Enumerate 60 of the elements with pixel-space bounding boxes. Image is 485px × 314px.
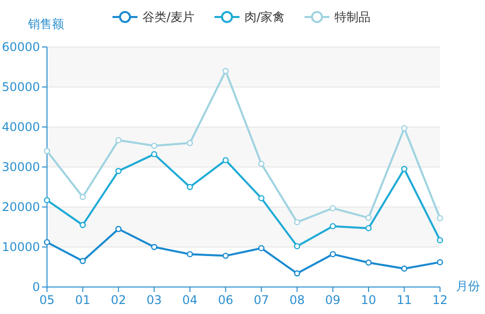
point xyxy=(80,258,86,264)
point xyxy=(186,140,194,146)
point xyxy=(330,205,336,212)
x-tick-label: 02 xyxy=(110,293,126,307)
point xyxy=(222,157,229,164)
point xyxy=(151,142,158,149)
x-axis-title: 月份 xyxy=(456,279,480,293)
legend-label: 肉/家禽 xyxy=(244,10,285,24)
x-tick-label: 06 xyxy=(218,293,234,307)
point xyxy=(436,215,444,222)
point xyxy=(294,219,300,226)
point xyxy=(80,222,86,228)
point xyxy=(186,251,194,258)
legend-label: 谷类/麦片 xyxy=(142,10,195,24)
y-tick-label: 10000 xyxy=(2,240,40,254)
point xyxy=(330,223,336,230)
y-axis-title: 销售额 xyxy=(27,17,64,31)
y-tick-label: 60000 xyxy=(2,40,40,54)
x-tick-label: 01 xyxy=(75,293,90,307)
point xyxy=(401,166,408,172)
y-tick-label: 0 xyxy=(32,280,40,294)
y-tick-label: 20000 xyxy=(2,200,40,214)
x-tick-label: 08 xyxy=(289,293,305,307)
point xyxy=(258,160,264,167)
point xyxy=(115,137,122,144)
x-tick-label: 07 xyxy=(254,293,270,307)
x-tick-label: 10 xyxy=(360,293,376,307)
point xyxy=(401,125,408,132)
point xyxy=(80,194,86,200)
point xyxy=(401,266,408,272)
point xyxy=(294,243,300,250)
point xyxy=(436,259,444,266)
point xyxy=(151,244,158,250)
point xyxy=(436,237,444,244)
point xyxy=(258,245,264,252)
point xyxy=(44,148,50,154)
point xyxy=(365,260,372,266)
point xyxy=(222,68,229,74)
x-tick-label: 04 xyxy=(182,293,198,307)
x-tick-label: 12 xyxy=(432,293,448,307)
point xyxy=(365,225,372,232)
point xyxy=(222,252,229,259)
point xyxy=(294,270,300,276)
point xyxy=(151,151,158,158)
point xyxy=(258,195,264,202)
x-tick-label: 11 xyxy=(396,293,412,307)
x-tick-label: 03 xyxy=(146,293,162,307)
x-tick-label: 09 xyxy=(325,293,340,307)
point xyxy=(330,251,336,258)
x-tick-label: 05 xyxy=(39,293,55,307)
point xyxy=(44,197,50,204)
point xyxy=(186,184,194,190)
point xyxy=(44,239,50,246)
legend-label: 特制品 xyxy=(334,10,370,24)
y-tick-label: 50000 xyxy=(2,80,40,94)
point xyxy=(115,168,122,174)
y-tick-label: 30000 xyxy=(2,160,40,174)
point xyxy=(115,226,122,232)
point xyxy=(365,214,372,221)
y-tick-label: 40000 xyxy=(2,120,40,134)
